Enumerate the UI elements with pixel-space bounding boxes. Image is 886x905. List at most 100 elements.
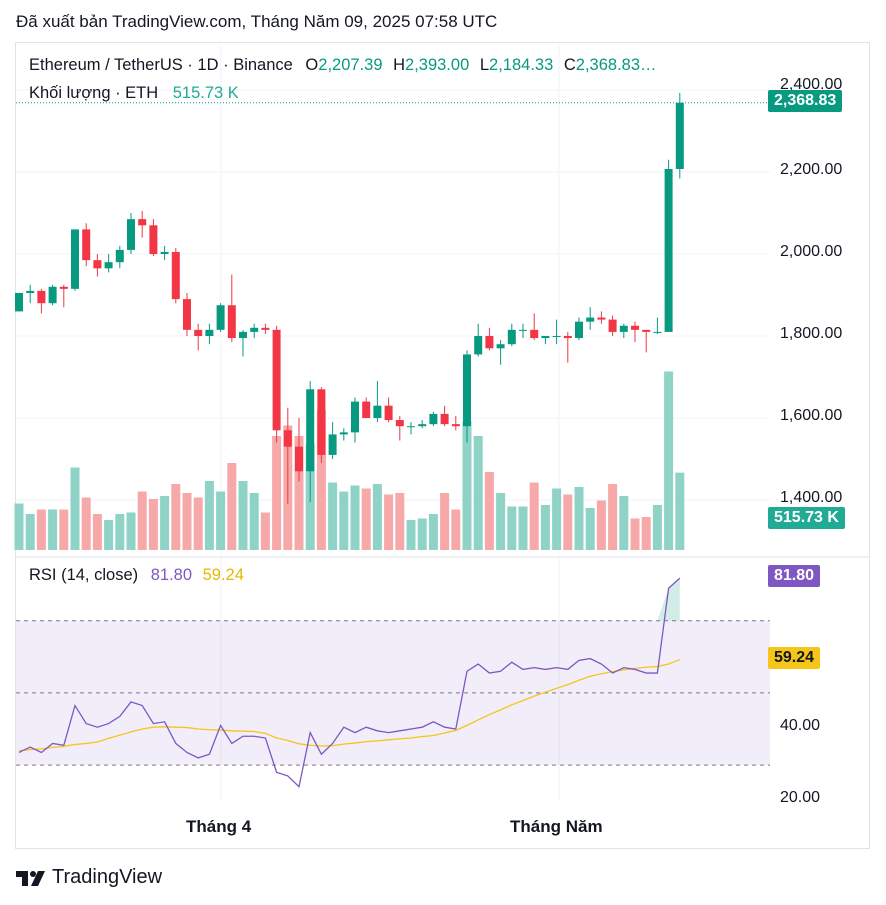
candle-body [272,329,281,431]
candle-body [171,251,180,300]
candle-body [127,219,135,250]
candle-body [575,321,583,339]
volume-bar [596,500,606,550]
high-value: 2,393.00 [405,56,470,74]
volume-bar [137,491,147,550]
candle-body [317,389,326,455]
volume-bar [115,514,125,550]
volume-bar [529,482,539,550]
volume-bar [216,491,226,550]
candle-body [194,329,203,336]
volume-bar [652,505,662,550]
published-caption: Đã xuất bản TradingView.com, Tháng Năm 0… [16,12,498,31]
candle-body [507,329,516,345]
candle-body [597,317,606,320]
candle-body [586,317,595,322]
volume-bar [417,518,427,550]
close-value: 2,368.83… [575,56,657,74]
symbol-name: Ethereum / TetherUS · 1D · Binance [29,56,293,74]
candle-body [295,446,303,472]
candle-body [351,401,359,433]
volume-bar [249,493,259,550]
candle-body [48,286,57,304]
volume-bar [48,509,58,550]
x-tick-april: Tháng 4 [186,817,252,836]
volume-bar [473,436,483,550]
candle-body [216,305,225,330]
volume-bar [204,481,214,550]
volume-bar [272,436,282,550]
candle-body [395,420,404,427]
candle-body [362,401,371,418]
volume-bar [619,496,629,550]
rsi-value: 81.80 [150,566,193,584]
candle-body [563,336,572,339]
volume-bar [518,506,528,550]
volume-label: Khối lượng · ETH [29,84,159,102]
volume-bar [148,499,158,550]
volume-bar [630,518,640,550]
volume-bar [59,509,69,550]
candle-body [328,434,337,455]
volume-bar [563,494,573,550]
volume-bar [496,493,506,550]
volume-bar [350,485,360,550]
high-label: H [393,56,406,74]
volume-legend[interactable]: Khối lượng · ETH 515.73 K [29,84,239,103]
volume-bar [384,494,394,550]
candle-body [384,405,393,421]
volume-bar [81,497,91,550]
volume-bar [585,508,595,550]
candle-body [440,413,449,425]
candle-body [407,426,415,428]
volume-bar [294,436,304,550]
volume-bar [675,472,685,550]
candle-body [183,299,191,330]
candle-body [15,292,23,312]
candle-body [552,336,561,337]
candle-body [59,286,68,289]
volume-bar [238,481,248,550]
rsi-tick-20: 20.00 [780,789,821,806]
candle-body [71,229,79,289]
price-tick-2400: 2,400.00 [780,76,843,93]
candle-body [239,331,247,339]
price-tick-1600: 1,600.00 [780,407,843,424]
volume-bar [395,493,405,550]
volume-bar [664,371,674,550]
rsi-legend[interactable]: RSI (14, close) 81.80 59.24 [29,566,244,585]
chart-frame[interactable] [15,42,870,849]
candle-body [205,329,214,336]
volume-bar [339,491,349,550]
open-value: 2,207.39 [318,56,383,74]
volume-bar [160,496,170,550]
candle-body [418,424,427,427]
volume-bar [406,520,416,550]
rsi-ma-line [18,658,681,752]
candle-body [653,331,662,333]
volume-bar [36,509,46,550]
volume-bar [14,503,24,550]
candle-body [160,251,169,254]
candle-body [339,432,348,435]
candle-body [138,219,147,226]
low-value: 2,184.33 [489,56,554,74]
volume-value: 515.73 K [172,84,239,102]
candle-body [608,319,617,332]
candle-body [474,336,483,355]
volume-bar [260,512,270,550]
volume-bar [171,484,181,550]
volume-bar [104,520,114,550]
symbol-legend[interactable]: Ethereum / TetherUS · 1D · Binance O2,20… [29,56,657,75]
tradingview-logo[interactable]: TradingView [16,866,162,889]
tradingview-wordmark: TradingView [52,866,163,888]
rsi-tick-40: 40.00 [780,717,821,734]
candle-body [619,325,628,332]
volume-bar [25,514,35,550]
candle-body [675,102,684,169]
last-price-tag: 2,368.83 [768,90,843,112]
volume-bar [227,463,237,550]
candle-body [93,260,102,269]
rsi-overbought-fill [657,578,680,621]
